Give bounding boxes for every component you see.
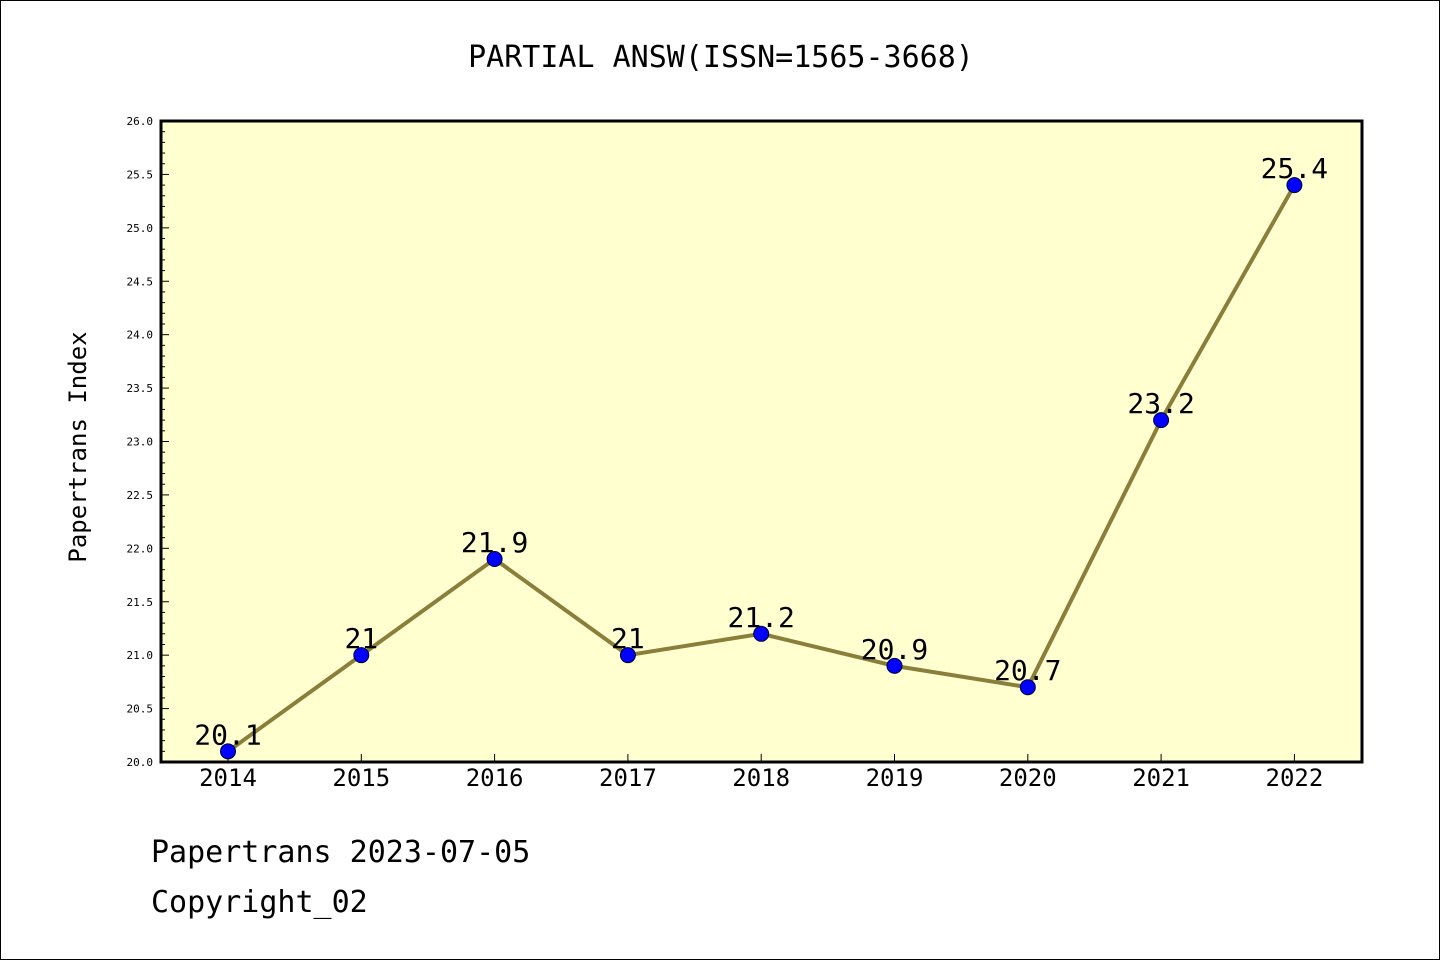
y-axis: 20.0 20.5 21.0 21.5 22.0 22.5 23.0 23.5 24.0 24.5…	[127, 115, 169, 769]
y-tick-label: 22.0	[127, 542, 154, 555]
data-label: 20.7	[994, 654, 1061, 687]
x-tick-label: 2014	[199, 764, 257, 792]
y-tick-label: 26.0	[127, 115, 154, 128]
data-label: 21	[344, 622, 378, 655]
chart-title: PARTIAL ANSW(ISSN=1565-3668)	[468, 40, 974, 75]
data-point	[1153, 412, 1170, 429]
data-point	[486, 551, 503, 568]
data-label: 21.2	[727, 601, 794, 634]
y-tick-label: 21.5	[127, 596, 154, 609]
x-tick-label: 2022	[1266, 764, 1324, 792]
y-tick-label: 25.0	[127, 222, 154, 235]
data-point	[353, 647, 370, 664]
y-tick-label: 24.0	[127, 329, 154, 342]
y-tick-label: 21.0	[127, 649, 154, 662]
data-point	[1286, 177, 1303, 194]
plot-area	[159, 119, 1364, 764]
x-tick-label: 2020	[999, 764, 1057, 792]
data-label: 23.2	[1127, 387, 1194, 420]
data-point	[753, 625, 770, 642]
data-labels: 20.1 21 21.9 21 21.2 20.9 20.7 23.2 25.4	[194, 152, 1328, 751]
x-tick-label: 2019	[866, 764, 924, 792]
data-label: 25.4	[1261, 152, 1328, 185]
y-tick-label: 24.5	[127, 275, 154, 288]
x-tick-label: 2017	[599, 764, 657, 792]
data-point	[220, 743, 236, 760]
y-tick-label: 25.5	[127, 168, 154, 181]
x-tick-label: 2018	[732, 764, 790, 792]
series-layer	[220, 177, 1303, 760]
data-label: 21.9	[461, 526, 528, 559]
footer-copyright: Copyright_02	[151, 885, 368, 920]
y-tick-label: 22.5	[127, 489, 154, 502]
y-tick-label: 20.0	[127, 756, 154, 769]
data-label: 21	[611, 622, 645, 655]
x-axis: 2014 2015 2016 2017 2018 2019 2020 2021 2022	[199, 754, 1323, 792]
y-tick-label: 20.5	[127, 703, 154, 716]
data-label: 20.1	[194, 718, 261, 751]
data-point	[886, 657, 903, 674]
x-tick-label: 2021	[1132, 764, 1190, 792]
y-tick-label: 23.5	[127, 382, 154, 395]
x-tick-label: 2016	[466, 764, 524, 792]
footer-date: Papertrans 2023-07-05	[151, 835, 531, 870]
data-point	[1019, 679, 1036, 696]
x-tick-label: 2015	[332, 764, 390, 792]
y-tick-label: 23.0	[127, 436, 154, 449]
data-point	[619, 647, 636, 664]
y-axis-label: Papertrans Index	[64, 331, 92, 562]
data-label: 20.9	[861, 633, 928, 666]
